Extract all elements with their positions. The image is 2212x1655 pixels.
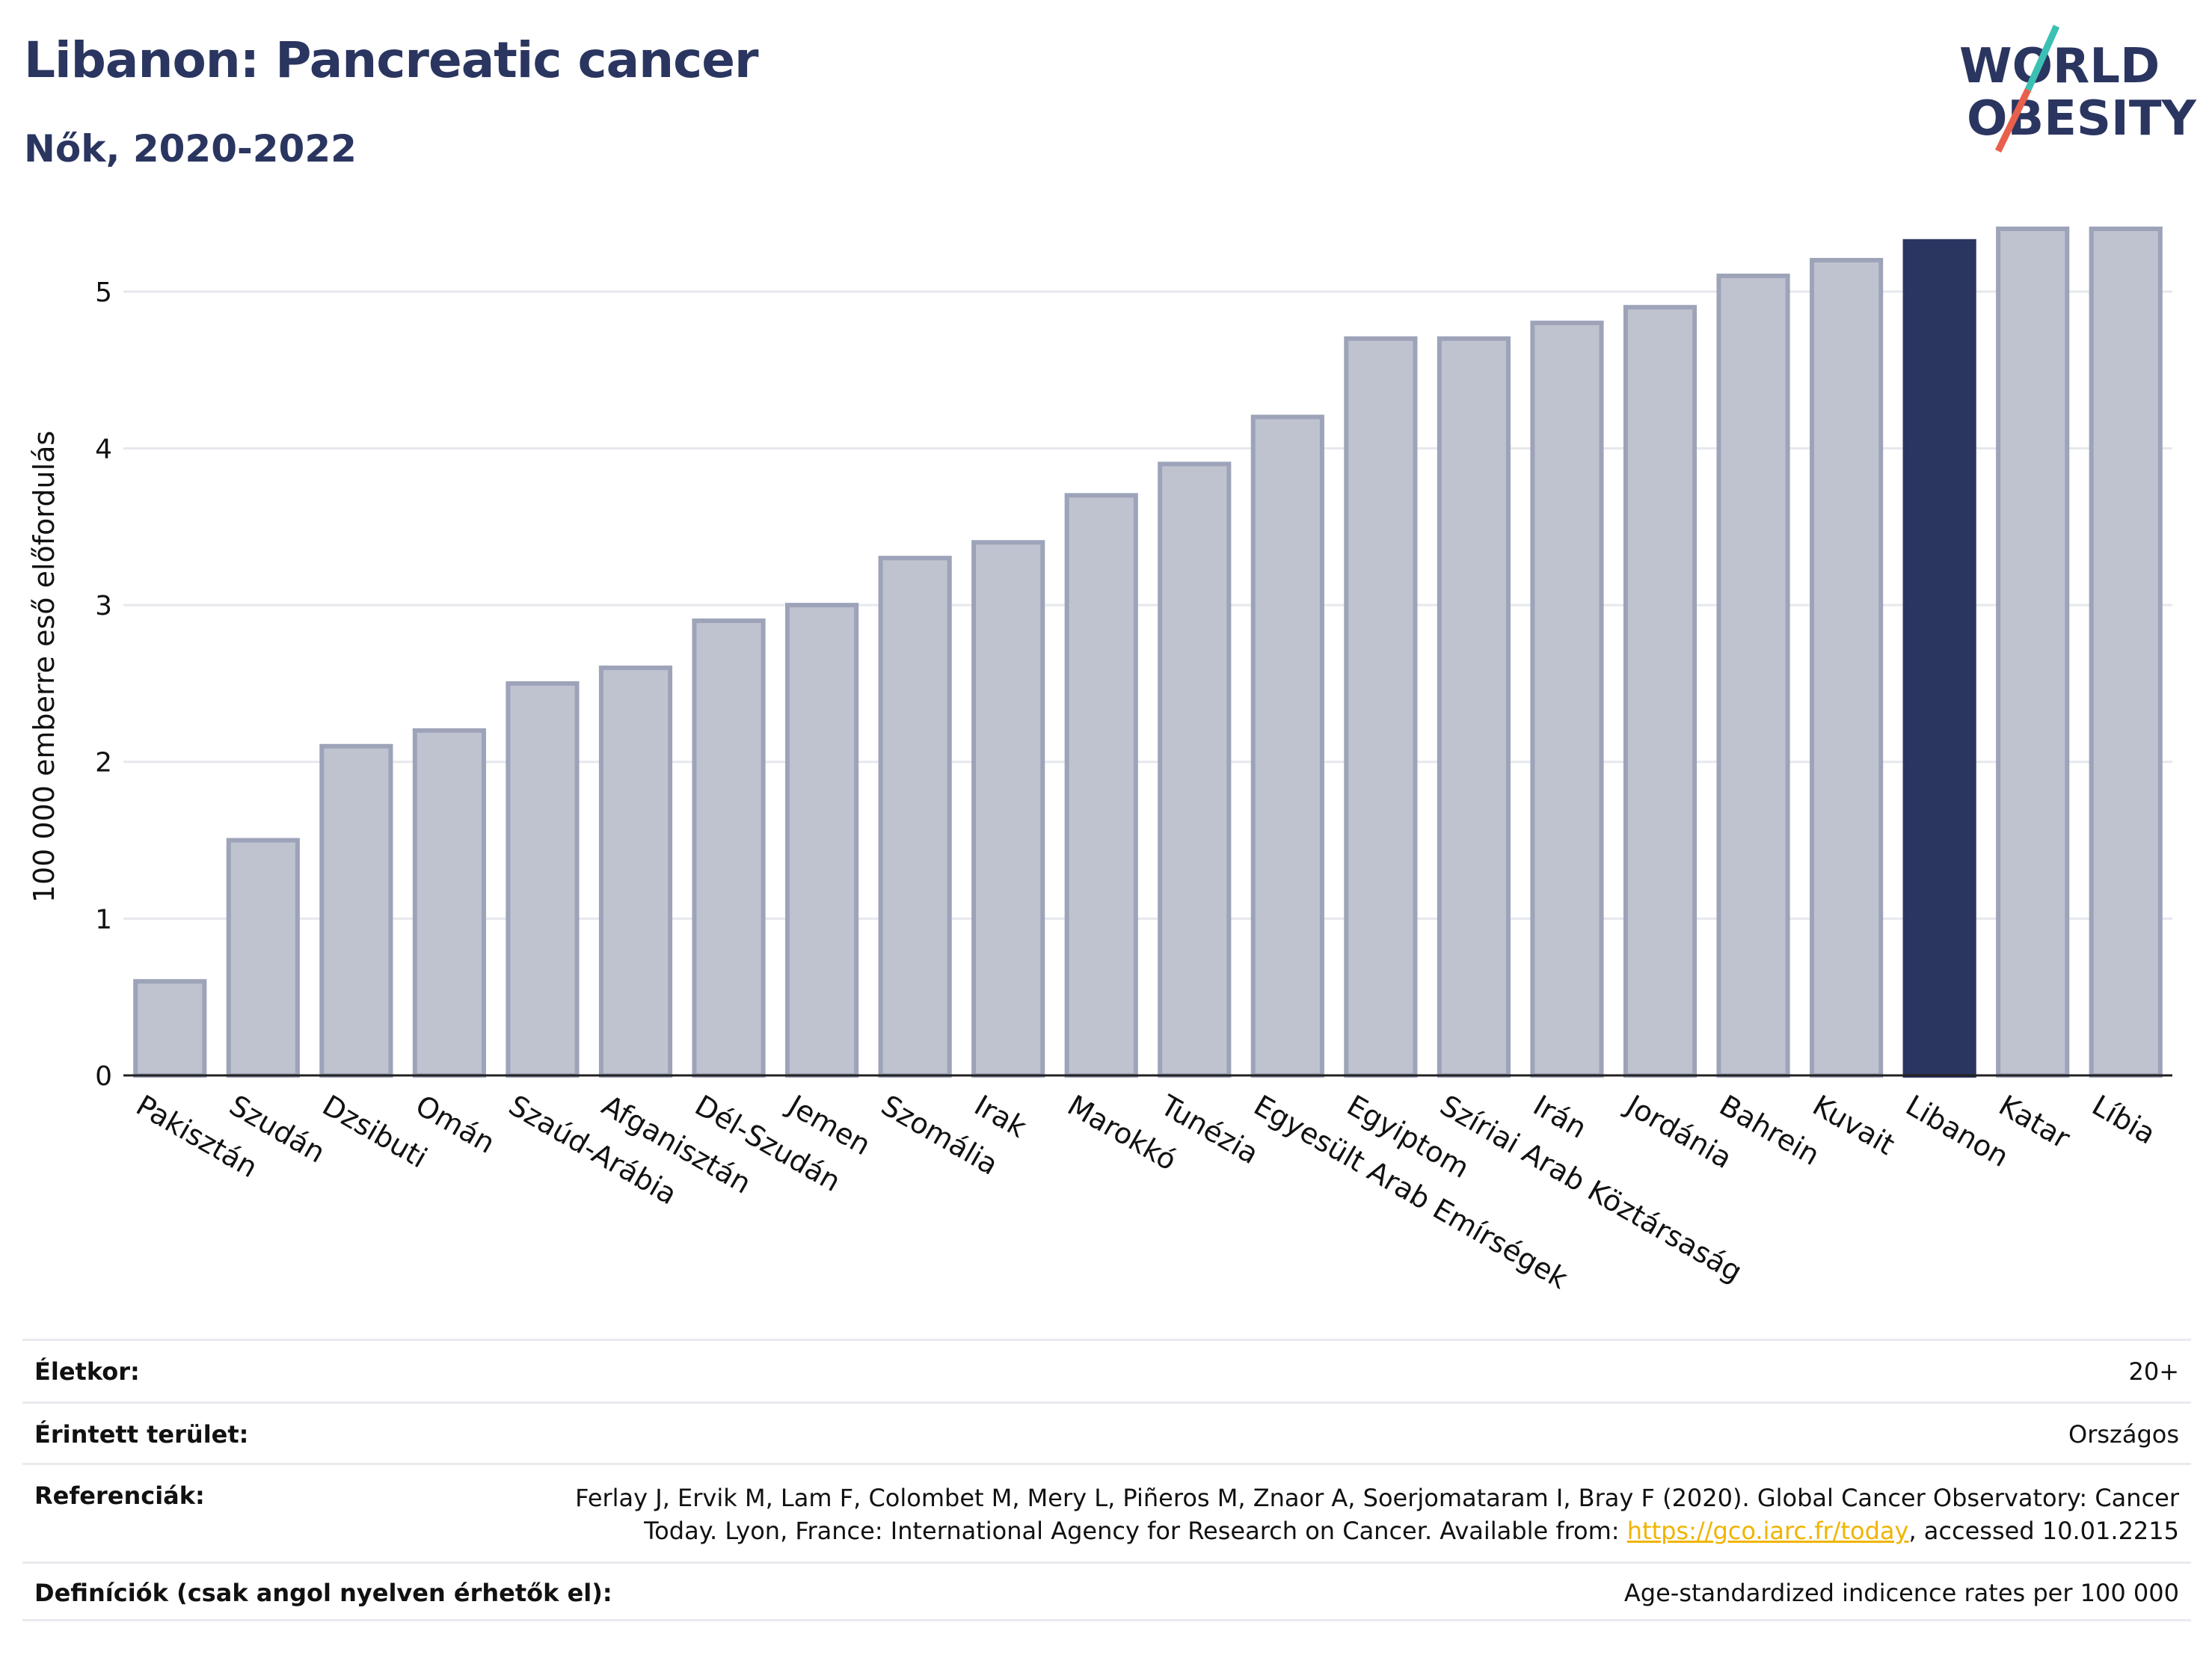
logo-slash-bottom bbox=[1994, 88, 2032, 153]
meta-ref-line1: Ferlay J, Ervik M, Lam F, Colombet M, Me… bbox=[575, 1484, 2179, 1512]
bar-jemen bbox=[785, 603, 859, 1078]
meta-def-label: Definíciók (csak angol nyelven érhetők e… bbox=[34, 1579, 612, 1607]
reference-link[interactable]: https://gco.iarc.fr/today bbox=[1626, 1517, 1909, 1545]
bar-tunézia bbox=[1158, 461, 1232, 1078]
y-tick-label: 2 bbox=[95, 748, 112, 779]
bar-irak bbox=[971, 540, 1045, 1078]
bar-szomália bbox=[878, 556, 952, 1078]
bar-irán bbox=[1530, 320, 1604, 1078]
y-tick-label: 0 bbox=[95, 1061, 112, 1092]
bar-pakisztán bbox=[133, 979, 207, 1078]
bars bbox=[133, 226, 2163, 1078]
bar-szudán bbox=[226, 838, 300, 1078]
bar-bahrein bbox=[1716, 273, 1790, 1078]
x-tick-label: Dzsibuti bbox=[317, 1089, 433, 1175]
meta-row-area: Érintett terület: Országos bbox=[22, 1401, 2191, 1463]
bar-jordánia bbox=[1623, 304, 1698, 1078]
y-axis-ticks: 0 1 2 3 4 5 bbox=[95, 277, 112, 1092]
meta-area-value: Országos bbox=[2068, 1420, 2179, 1449]
x-tick-label: Irak bbox=[969, 1089, 1032, 1144]
chart-subtitle: Nők, 2020-2022 bbox=[24, 127, 357, 171]
x-tick-label: Jordánia bbox=[1620, 1088, 1738, 1175]
bar-egyiptom bbox=[1344, 336, 1418, 1078]
meta-ref-line2: Today. Lyon, France: International Agenc… bbox=[575, 1514, 2179, 1547]
world-obesity-logo: WORLD OBESITY bbox=[1959, 25, 2196, 153]
meta-row-age: Életkor: 20+ bbox=[22, 1339, 2191, 1401]
meta-row-definitions: Definíciók (csak angol nyelven érhetők e… bbox=[22, 1562, 2191, 1621]
y-tick-label: 3 bbox=[95, 591, 112, 621]
x-tick-label: Szíriai Arab Köztársaság bbox=[1434, 1089, 1748, 1289]
bar-afganisztán bbox=[598, 665, 673, 1078]
bar-szaúd-arábia bbox=[506, 681, 580, 1078]
bar-egyesült-arab-emírségek bbox=[1250, 414, 1324, 1078]
logo-text-world: WORLD bbox=[1959, 39, 2160, 94]
bar-líbia bbox=[2089, 226, 2163, 1078]
chart-title: Libanon: Pancreatic cancer bbox=[24, 31, 759, 89]
meta-ref-value: Ferlay J, Ervik M, Lam F, Colombet M, Me… bbox=[575, 1481, 2179, 1547]
meta-ref-accessed: , accessed 10.01.2215 bbox=[1908, 1517, 2179, 1545]
meta-ref-line2-text: Today. Lyon, France: International Agenc… bbox=[644, 1517, 1627, 1545]
x-tick-label: Líbia bbox=[2086, 1089, 2161, 1151]
bar-libanon bbox=[1902, 239, 1976, 1078]
meta-def-value: Age-standardized indicence rates per 100… bbox=[1623, 1579, 2179, 1607]
bar-kuvait bbox=[1810, 257, 1884, 1078]
bar-katar bbox=[1996, 226, 2070, 1078]
x-tick-label: Libanon bbox=[1900, 1089, 2014, 1173]
bar-marokkó bbox=[1064, 493, 1138, 1078]
bar-szíriai-arab-köztársaság bbox=[1437, 336, 1511, 1078]
bar-dzsibuti bbox=[319, 743, 393, 1078]
meta-age-value: 20+ bbox=[2128, 1357, 2179, 1386]
x-tick-label: Bahrein bbox=[1714, 1089, 1825, 1172]
metadata-table: Életkor: 20+ Érintett terület: Országos … bbox=[22, 1339, 2191, 1621]
y-tick-label: 5 bbox=[95, 277, 112, 308]
meta-age-label: Életkor: bbox=[34, 1357, 140, 1386]
meta-row-references: Referenciák: Ferlay J, Ervik M, Lam F, C… bbox=[22, 1463, 2191, 1562]
bar-dél-szudán bbox=[692, 618, 766, 1078]
meta-area-label: Érintett terület: bbox=[34, 1420, 249, 1449]
y-tick-label: 4 bbox=[95, 434, 112, 464]
meta-ref-label: Referenciák: bbox=[34, 1481, 205, 1510]
y-tick-label: 1 bbox=[95, 904, 112, 935]
x-tick-label: Irán bbox=[1528, 1089, 1592, 1145]
x-tick-label: Kuvait bbox=[1807, 1089, 1900, 1161]
y-axis-label: 100 000 emberre eső előfordulás bbox=[28, 431, 61, 903]
logo-slash-top bbox=[2024, 25, 2060, 91]
bar-omán bbox=[412, 728, 486, 1078]
